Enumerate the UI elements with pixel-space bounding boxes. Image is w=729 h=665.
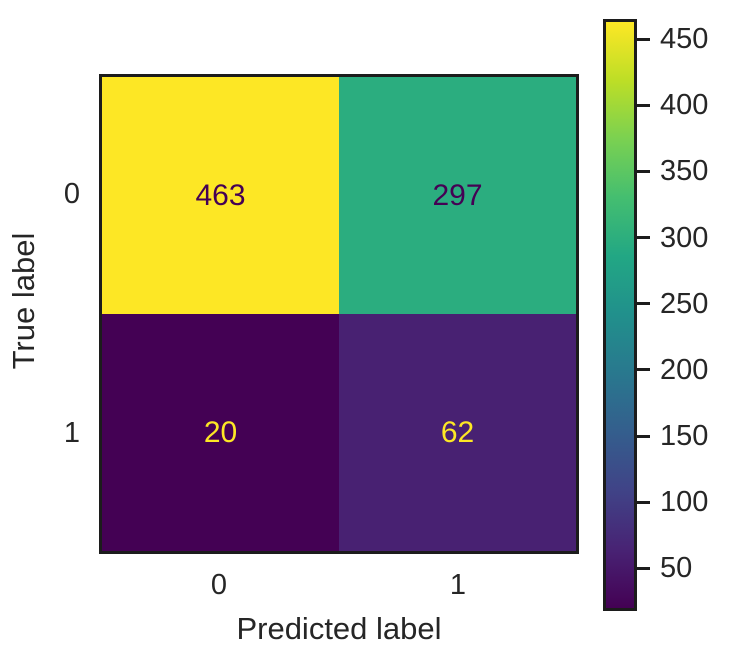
x-tick-label-1: 1: [449, 569, 467, 601]
heatmap-cell-0-0: 463: [102, 77, 339, 314]
colorbar-tick-mark-1: [635, 103, 650, 107]
colorbar-tick-label-7: 100: [660, 486, 709, 519]
colorbar-tick-label-5: 200: [660, 353, 709, 386]
colorbar-tick-label-0: 450: [660, 23, 709, 56]
colorbar-tick-mark-7: [635, 500, 650, 504]
colorbar-tick-label-1: 400: [660, 89, 709, 122]
heatmap-grid: 463 297 20 62: [99, 74, 579, 554]
colorbar-tick-label-8: 50: [660, 552, 693, 585]
colorbar-tick-mark-2: [635, 169, 650, 173]
x-axis-label: Predicted label: [236, 611, 442, 646]
y-axis-label-text: True label: [6, 232, 41, 370]
colorbar: [603, 19, 637, 611]
y-tick-label-1: 1: [63, 417, 80, 449]
colorbar-tick-mark-8: [635, 566, 650, 570]
colorbar-tick-label-3: 300: [660, 221, 709, 254]
colorbar-tick-label-4: 250: [660, 287, 709, 320]
colorbar-tick-label-6: 150: [660, 420, 709, 453]
y-tick-label-0: 0: [63, 178, 80, 210]
x-tick-label-0: 0: [210, 569, 228, 601]
heatmap-cell-0-1: 297: [339, 77, 576, 314]
heatmap-cell-1-0: 20: [102, 314, 339, 551]
colorbar-tick-mark-5: [635, 368, 650, 372]
colorbar-tick-label-2: 350: [660, 155, 709, 188]
heatmap-cell-1-1: 62: [339, 314, 576, 551]
colorbar-tick-mark-3: [635, 236, 650, 240]
colorbar-tick-mark-4: [635, 302, 650, 306]
colorbar-tick-mark-0: [635, 37, 650, 41]
colorbar-tick-mark-6: [635, 434, 650, 438]
